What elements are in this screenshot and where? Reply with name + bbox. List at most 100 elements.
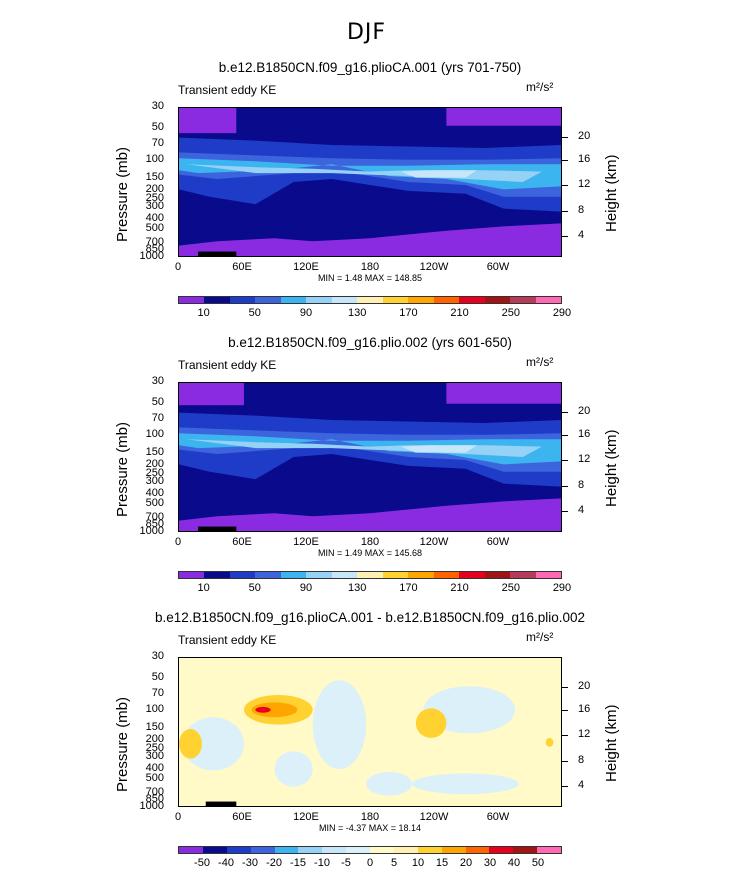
colorbar-label: 10 [411, 857, 425, 869]
pressure-tick-label: 30 [151, 650, 164, 662]
colorbar-labels: -50 -40 -30 -20 -15 -10 -5 0 5 10 15 20 30 40 50 [178, 857, 562, 871]
variable-label: Transient eddy KE [178, 358, 277, 372]
pressure-tick-label: 70 [151, 411, 164, 424]
colorbar-label: 30 [483, 857, 497, 869]
height-axis-title: Height (km) [603, 154, 620, 232]
variable-label: Transient eddy KE [178, 83, 277, 97]
longitude-tick-label: 60E [232, 261, 252, 273]
field-neg-3 [366, 771, 413, 796]
colorbar-label: 250 [501, 582, 520, 594]
pressure-tick-label: 850 [145, 793, 164, 806]
pressure-tick-label: 100 [145, 152, 164, 165]
pressure-tick-label: 30 [151, 100, 164, 112]
colorbar-swatch [274, 847, 299, 853]
longitude-tick-label: 120E [293, 811, 319, 823]
colorbar-label: 5 [390, 857, 398, 869]
pressure-tick-label: 700 [145, 785, 164, 798]
field-core [400, 170, 477, 178]
pressure-tick-label: 250 [145, 467, 164, 480]
height-tick-label: 12 [578, 453, 591, 465]
colorbar-swatch [484, 572, 511, 578]
height-tick-mark [562, 709, 568, 711]
colorbar-swatch [489, 847, 514, 853]
min-max-label: MIN = 1.49 MAX = 145.68 [317, 548, 423, 558]
height-axis-title: Height (km) [603, 429, 620, 507]
height-tick-mark [562, 185, 568, 186]
colorbar-swatch [370, 847, 394, 853]
contour-plot [178, 657, 562, 807]
pressure-axis-title: Pressure (mb) [114, 421, 131, 517]
colorbar-swatch [465, 847, 490, 853]
pressure-tick-label: 300 [145, 474, 164, 487]
colorbar-swatch [510, 572, 536, 578]
colorbar-swatch [382, 297, 409, 303]
colorbar-label: 0 [366, 857, 374, 869]
field-neg-2 [312, 680, 367, 769]
pressure-tick-label: 850 [145, 518, 164, 531]
field-pos-3 [179, 729, 202, 759]
pressure-tick-label: 700 [145, 235, 164, 248]
colorbar [178, 296, 562, 304]
colorbar-swatch [513, 847, 538, 853]
field-terrain [205, 801, 237, 806]
colorbar-swatch [229, 297, 256, 303]
panel-title: b.e12.B1850CN.f09_g16.plioCA.001 (yrs 70… [218, 60, 522, 75]
pressure-tick-label: 30 [151, 375, 164, 387]
colorbar-label: 130 [348, 582, 367, 594]
colorbar-swatch [393, 847, 418, 853]
longitude-tick-label: 180 [360, 261, 380, 273]
contour-plot [178, 107, 562, 257]
chart-panel-1: b.e12.B1850CN.f09_g16.plioCA.001 (yrs 70… [0, 55, 733, 325]
height-tick-mark [562, 159, 568, 161]
pressure-axis-title: Pressure (mb) [114, 696, 131, 792]
colorbar-label: 90 [299, 307, 313, 319]
colorbar-swatch [433, 297, 460, 303]
pressure-tick-label: 1000 [139, 525, 164, 537]
colorbar-swatch [510, 297, 536, 303]
pressure-tick-label: 400 [145, 761, 164, 774]
height-tick-label: 8 [578, 753, 585, 766]
colorbar-label: -15 [290, 857, 306, 869]
height-tick-label: 4 [578, 504, 585, 516]
colorbar-label: 90 [299, 582, 313, 594]
colorbar-label: 20 [459, 857, 473, 869]
colorbar-swatch [179, 572, 205, 578]
longitude-tick-label: 0 [174, 536, 182, 548]
field-band-3 [179, 158, 561, 190]
min-max-label: MIN = -4.37 MAX = 18.14 [318, 823, 422, 833]
colorbar [178, 571, 562, 579]
colorbar-swatch [280, 572, 307, 578]
longitude-tick-label: 120W [419, 811, 449, 823]
field-neg-5 [412, 773, 519, 795]
field-bottom-purple [179, 223, 561, 256]
pressure-tick-label: 100 [145, 702, 164, 715]
height-tick-mark [562, 485, 568, 487]
field-bottom-purple [179, 498, 561, 531]
longitude-tick-label: 120E [293, 261, 319, 273]
height-tick-label: 16 [578, 427, 591, 440]
colorbar-swatch [250, 847, 275, 853]
field-pos-5 [545, 737, 554, 747]
pressure-tick-label: 1000 [139, 800, 164, 812]
min-max-label: MIN = 1.48 MAX = 148.85 [317, 273, 423, 283]
chart-panel-2: b.e12.B1850CN.f09_g16.plio.002 (yrs 601-… [0, 330, 733, 600]
colorbar-swatch [535, 297, 562, 303]
pressure-tick-label: 500 [145, 496, 164, 509]
colorbar-label: 10 [197, 307, 210, 319]
height-tick-label: 4 [578, 229, 585, 241]
longitude-tick-label: 120E [293, 536, 319, 548]
longitude-tick-label: 60W [486, 261, 510, 273]
colorbar-swatch [408, 297, 434, 303]
colorbar-swatch [331, 572, 358, 578]
colorbar-swatch [202, 847, 227, 853]
pressure-tick-label: 70 [151, 136, 164, 149]
pressure-tick-label: 150 [145, 445, 164, 458]
pressure-tick-label: 300 [145, 749, 164, 762]
colorbar-swatch [298, 847, 323, 853]
field-neg-6 [274, 751, 313, 787]
pressure-tick-label: 400 [145, 486, 164, 499]
pressure-tick-label: 700 [145, 510, 164, 523]
pressure-tick-label: 50 [151, 396, 164, 409]
colorbar-swatch [179, 297, 205, 303]
field-top-purple-left [179, 108, 237, 134]
